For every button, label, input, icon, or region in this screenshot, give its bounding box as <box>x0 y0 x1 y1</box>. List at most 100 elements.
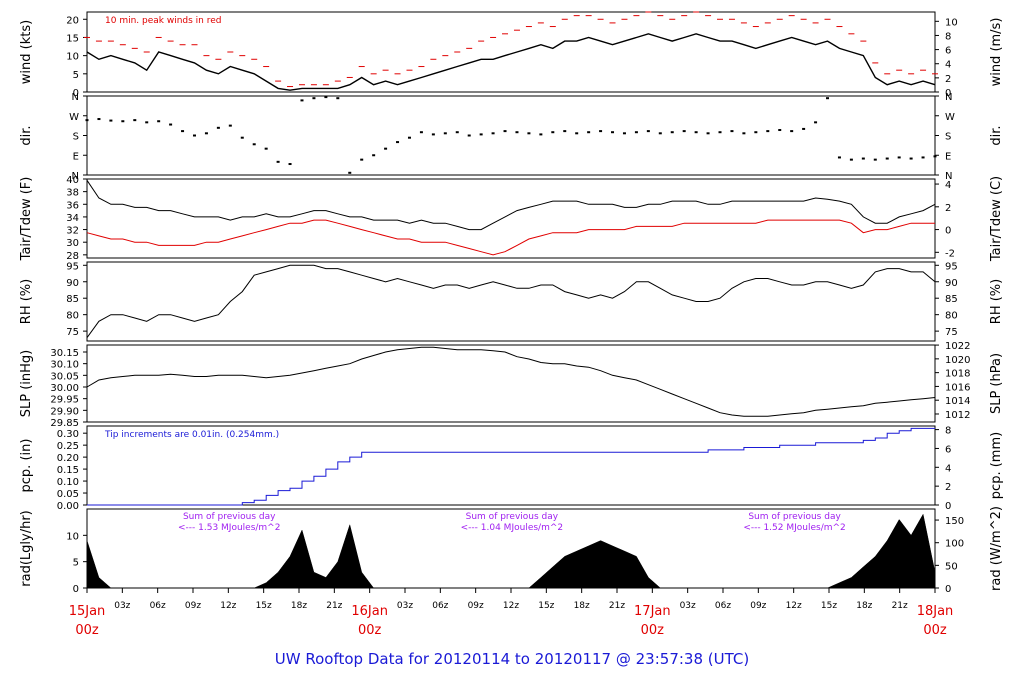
wind-dir-point <box>443 132 447 135</box>
wind-dir-point <box>491 132 495 135</box>
slp-ytick-label-right: 1014 <box>945 396 970 407</box>
wind-ytick-label: 10 <box>66 52 79 63</box>
time-tick-label: 03z <box>680 601 696 611</box>
temp-ytick-label: 28 <box>66 251 79 262</box>
temp-ytick-label: 32 <box>66 226 79 237</box>
rad-ylabel: rad(Lgly/hr) <box>19 510 34 586</box>
radiation-sum-label: Sum of previous day <box>183 512 276 522</box>
dir-ytick-label: S <box>73 132 79 143</box>
wind-dir-point <box>157 120 161 123</box>
dir-frame <box>86 95 936 176</box>
time-major-day: 18Jan <box>917 604 954 619</box>
dir-ytick-label: N <box>72 92 79 103</box>
wind-dir-point <box>527 132 531 135</box>
time-major-day: 15Jan <box>69 604 106 619</box>
wind-dir-point <box>419 131 423 134</box>
wind-ytick-label: 20 <box>66 15 79 26</box>
rh-ytick-label-right: 90 <box>945 278 958 289</box>
time-tick-label: 09z <box>750 601 766 611</box>
temp-ytick-label-right: -2 <box>945 248 955 259</box>
time-tick-label: 06z <box>715 601 731 611</box>
time-tick-label: 18z <box>291 601 307 611</box>
wind-dir-point <box>348 171 352 174</box>
pcp-ytick-label-right: 2 <box>945 482 951 493</box>
temp-ylabel-right: Tair/Tdew (C) <box>989 176 1004 262</box>
wind-dir-point <box>622 132 626 135</box>
wind-dir-point <box>85 119 89 122</box>
wind-dir-point <box>611 131 615 134</box>
temp-ytick-label: 30 <box>66 238 79 249</box>
pcp-ytick-label: 0.10 <box>57 477 79 488</box>
wind-dir-point <box>634 131 638 134</box>
wind-dir-point <box>228 124 232 127</box>
pcp-ytick-label: 0.15 <box>57 465 79 476</box>
rad-ytick-label: 10 <box>66 531 79 542</box>
radiation-sum-value: <--- 1.52 MJoules/m^2 <box>743 523 845 533</box>
wind-dir-point <box>455 131 459 134</box>
slp-ytick-label-right: 1012 <box>945 410 970 421</box>
wind-dir-point <box>216 126 220 129</box>
wind-dir-point <box>754 131 758 134</box>
time-tick-label: 21z <box>326 601 342 611</box>
time-tick-label: 12z <box>786 601 802 611</box>
slp-ytick-label-right: 1018 <box>945 369 970 380</box>
radiation-sum-label: Sum of previous day <box>748 512 841 522</box>
wind-dir-point <box>766 130 770 133</box>
wind-dir-point <box>240 136 244 139</box>
wind-ytick-label-right: 0 <box>945 88 951 99</box>
wind-dir-point <box>551 131 555 134</box>
wind-dir-point <box>587 131 591 134</box>
rh-ylabel-right: RH (%) <box>989 279 1004 324</box>
slp-frame <box>86 344 936 423</box>
pcp-ytick-label-right: 6 <box>945 444 951 455</box>
wind-ytick-label-right: 2 <box>945 74 951 85</box>
time-tick-label: 15z <box>821 601 837 611</box>
wind-dir-point <box>897 156 901 159</box>
time-tick-label: 06z <box>432 601 448 611</box>
slp-ytick-label: 29.90 <box>50 406 79 417</box>
dir-ytick-label-right: E <box>945 151 951 162</box>
rad-ylabel-right: rad (W/m^2) <box>989 506 1004 591</box>
wind-dir-point <box>300 99 304 102</box>
wind-ytick-label-right: 4 <box>945 60 951 71</box>
rh-ytick-label-right: 80 <box>945 311 958 322</box>
slp-ytick-label: 30.05 <box>50 371 79 382</box>
rh-ylabel: RH (%) <box>19 279 34 324</box>
wind-ytick-label: 0 <box>73 88 79 99</box>
rh-frame <box>86 261 936 342</box>
slp-ytick-label: 29.95 <box>50 395 79 406</box>
radiation-sum-value: <--- 1.53 MJoules/m^2 <box>178 523 280 533</box>
wind-dir-point <box>909 157 913 160</box>
wind-dir-point <box>467 134 471 137</box>
wind-dir-point <box>384 147 388 150</box>
wind-dir-point <box>682 130 686 133</box>
wind-dir-point <box>264 147 268 150</box>
temp-ytick-label-right: 2 <box>945 203 951 214</box>
wind-dir-point <box>575 132 579 135</box>
temp-ytick-label: 38 <box>66 188 79 199</box>
radiation-area <box>86 513 936 589</box>
pcp-ytick-label-right: 4 <box>945 463 951 474</box>
slp-ytick-label: 30.10 <box>50 360 79 371</box>
wind-series-line <box>86 33 936 91</box>
temp-ytick-label: 36 <box>66 200 79 211</box>
time-tick-label: 18z <box>856 601 872 611</box>
temp-ylabel: Tair/Tdew (F) <box>19 177 34 262</box>
radiation-sum-label: Sum of previous day <box>466 512 559 522</box>
wind-ytick-label: 15 <box>66 33 79 44</box>
wind-dir-point <box>646 130 650 133</box>
dir-ytick-label-right: N <box>945 92 952 103</box>
time-major-day: 17Jan <box>634 604 671 619</box>
time-tick-label: 06z <box>150 601 166 611</box>
page-title: UW Rooftop Data for 20120114 to 20120117… <box>274 650 750 668</box>
slp-ylabel: SLP (inHg) <box>19 350 34 418</box>
rad-ytick-label-right: 150 <box>945 516 964 527</box>
wind-dir-point <box>479 133 483 136</box>
temp-ytick-label-right: 4 <box>945 180 951 191</box>
rh-ytick-label-right: 95 <box>945 261 958 272</box>
wind-ylabel: wind (kts) <box>19 20 34 84</box>
dir-ytick-label: N <box>72 171 79 182</box>
temp-frame <box>86 178 936 259</box>
wind-dir-point <box>849 158 853 161</box>
